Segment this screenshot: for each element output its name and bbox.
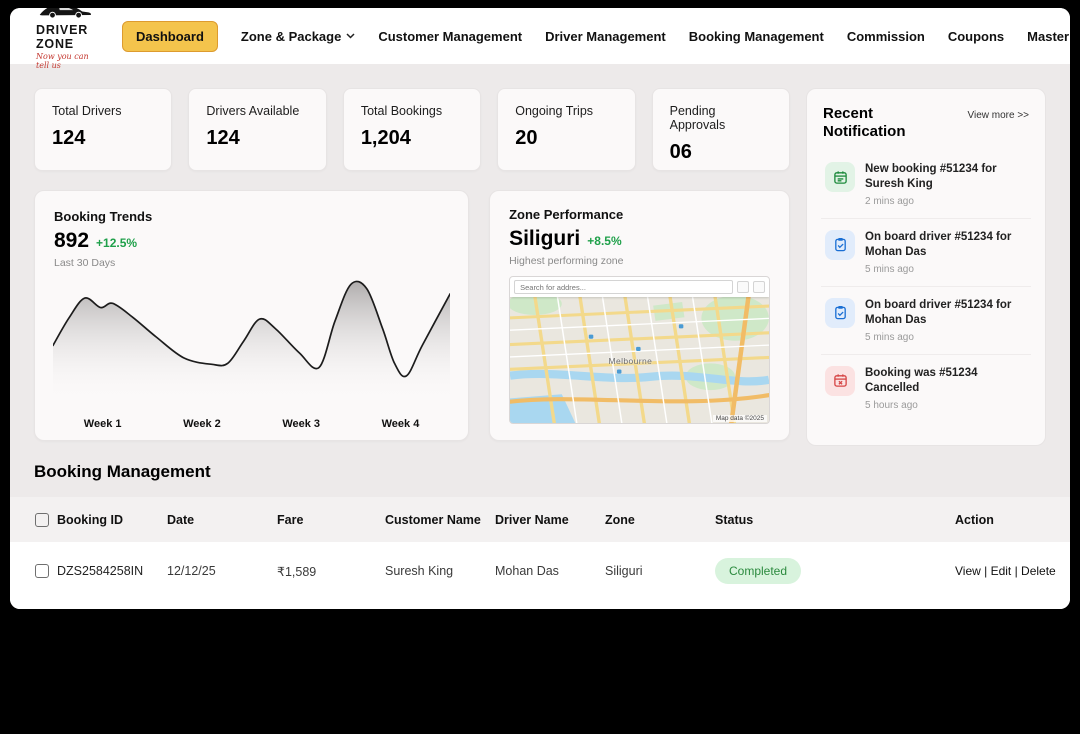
stats-row: Total Drivers 124 Drivers Available 124 …	[34, 88, 790, 171]
cell-customer-name: Suresh King	[385, 564, 495, 578]
notifications-title: Recent Notification	[823, 105, 933, 141]
main-content: Total Drivers 124 Drivers Available 124 …	[10, 64, 1070, 609]
zone-performance-card: Zone Performance Siliguri +8.5% Highest …	[489, 190, 790, 441]
stat-card-total-drivers: Total Drivers 124	[34, 88, 172, 171]
stat-card-total-bookings: Total Bookings 1,204	[343, 88, 481, 171]
brand-name: DRIVER ZONE	[36, 23, 96, 51]
x-tick: Week 4	[351, 418, 450, 430]
select-all-checkbox[interactable]	[35, 513, 49, 527]
map-control-icon[interactable]	[753, 281, 765, 293]
zone-performance-change: +8.5%	[587, 234, 621, 248]
x-tick: Week 3	[252, 418, 351, 430]
recent-notifications-panel: Recent Notification View more >> New boo…	[806, 88, 1046, 446]
chevron-down-icon	[346, 33, 355, 39]
map-control-icon[interactable]	[737, 281, 749, 293]
nav-item-master[interactable]: Master	[1027, 29, 1070, 44]
notification-item[interactable]: On board driver #51234 for Mohan Das 5 m…	[821, 287, 1031, 355]
map-attribution: Map data ©2025	[713, 415, 767, 422]
cell-status: Completed	[715, 558, 955, 584]
cell-date: 12/12/25	[167, 564, 277, 578]
cell-booking-id: DZS2584258IN	[57, 564, 167, 578]
booking-trends-change: +12.5%	[96, 236, 137, 250]
map-canvas	[510, 277, 769, 423]
nav-item-dashboard[interactable]: Dashboard	[122, 21, 218, 52]
view-more-link[interactable]: View more >>	[967, 105, 1029, 121]
stat-card-drivers-available: Drivers Available 124	[188, 88, 326, 171]
onboard-clipboard-icon	[825, 230, 855, 260]
booking-trends-chart	[35, 273, 468, 416]
brand-tagline: Now you can tell us	[36, 52, 96, 70]
notification-item[interactable]: On board driver #51234 for Mohan Das 5 m…	[821, 219, 1031, 287]
nav-menu: Dashboard Zone & Package Customer Manage…	[122, 21, 1070, 52]
cell-fare: ₹1,589	[277, 564, 385, 579]
nav-item-customer-management[interactable]: Customer Management	[378, 29, 522, 44]
status-badge: Completed	[715, 558, 801, 584]
booking-management-section: Booking Management Booking ID Date Fare …	[34, 462, 1046, 609]
map-city-label: Melbourne	[608, 356, 652, 366]
brand-logo[interactable]: ® DRIVER ZONE Now you can tell us	[36, 8, 96, 70]
zone-map[interactable]: Melbourne Map data ©2025	[509, 276, 770, 424]
notification-item[interactable]: New booking #51234 for Suresh King 2 min…	[821, 151, 1031, 219]
zone-performance-subtitle: Highest performing zone	[509, 255, 770, 267]
nav-item-driver-management[interactable]: Driver Management	[545, 29, 666, 44]
notification-item[interactable]: Booking was #51234 Cancelled 5 hours ago	[821, 355, 1031, 422]
cancelled-calendar-icon	[825, 366, 855, 396]
nav-item-zone-package[interactable]: Zone & Package	[241, 29, 355, 44]
row-actions[interactable]: View | Edit | Delete	[955, 564, 1056, 578]
cell-zone: Siliguri	[605, 564, 715, 578]
booking-trends-value: 892	[54, 229, 89, 253]
trend-x-axis-labels: Week 1 Week 2 Week 3 Week 4	[35, 418, 468, 430]
row-checkbox[interactable]	[35, 564, 49, 578]
table-header-row: Booking ID Date Fare Customer Name Drive…	[10, 497, 1070, 542]
nav-item-coupons[interactable]: Coupons	[948, 29, 1004, 44]
zone-performance-zone: Siliguri	[509, 227, 580, 251]
stat-card-ongoing-trips: Ongoing Trips 20	[497, 88, 635, 171]
booking-calendar-icon	[825, 162, 855, 192]
map-search-input[interactable]	[514, 280, 733, 294]
onboard-clipboard-icon	[825, 298, 855, 328]
x-tick: Week 1	[53, 418, 152, 430]
table-row: DZS2584258IN 12/12/25 ₹1,589 Suresh King…	[10, 542, 1070, 600]
navbar: ® DRIVER ZONE Now you can tell us Dashbo…	[10, 8, 1070, 64]
notifications-list: New booking #51234 for Suresh King 2 min…	[821, 151, 1031, 422]
nav-item-commission[interactable]: Commission	[847, 29, 925, 44]
x-tick: Week 2	[152, 418, 251, 430]
zone-performance-title: Zone Performance	[509, 207, 770, 222]
nav-item-booking-management[interactable]: Booking Management	[689, 29, 824, 44]
cell-driver-name: Mohan Das	[495, 564, 605, 578]
stat-card-pending-approvals: Pending Approvals 06	[652, 88, 790, 171]
booking-trends-period: Last 30 Days	[54, 257, 449, 269]
bookings-table: Booking ID Date Fare Customer Name Drive…	[10, 497, 1070, 609]
map-toolbar	[510, 277, 769, 297]
section-title: Booking Management	[34, 462, 1046, 482]
app-window: ® DRIVER ZONE Now you can tell us Dashbo…	[10, 8, 1070, 609]
booking-trends-title: Booking Trends	[54, 209, 449, 224]
booking-trends-card: Booking Trends 892 +12.5% Last 30 Days	[34, 190, 469, 441]
